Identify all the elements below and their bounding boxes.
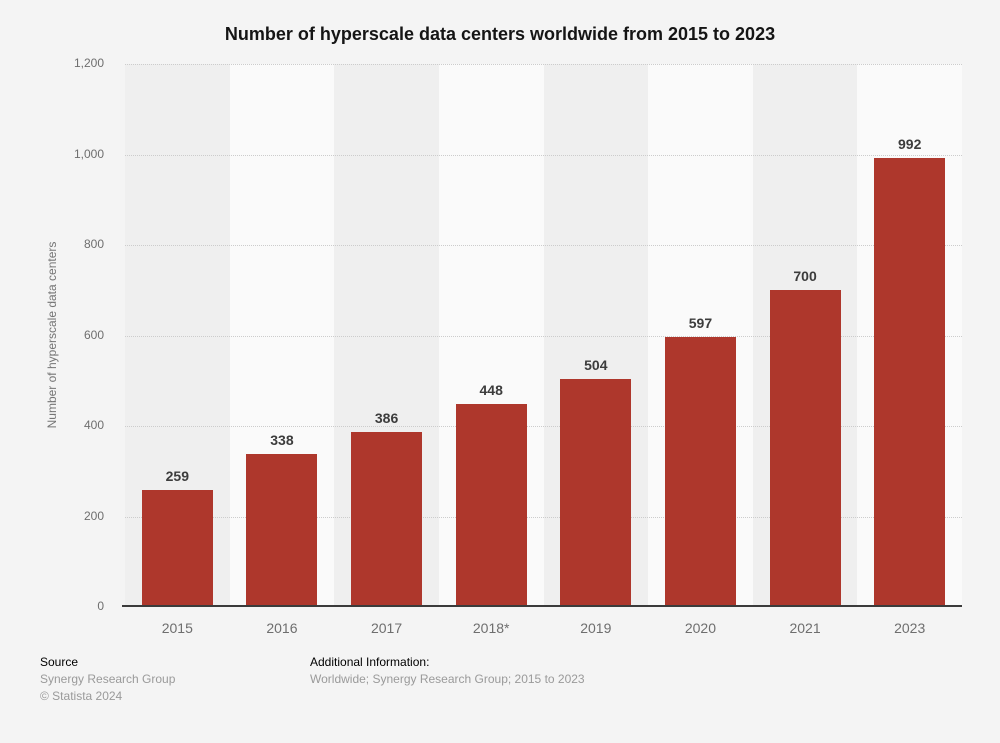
bar-value-label-2021: 700 [793,268,817,285]
y-tick-label-1000: 1,000 [73,146,104,161]
bar-2021 [769,290,841,607]
plot-area: 259 338 386 448 504 597 700 992 [125,64,962,607]
x-tick-label-2019: 2019 [580,620,612,636]
x-tick-label-2023: 2023 [894,620,926,636]
bar-value-label-2020: 597 [688,314,713,331]
bar-value-label-2023: 992 [898,136,922,153]
bar-2015 [141,489,213,607]
copyright-notice: © Statista 2024 [40,689,123,703]
additional-info-block: Additional Information: Worldwide; Syner… [310,654,585,688]
bar-2019 [560,378,632,607]
y-tick-label-800: 800 [83,237,104,251]
x-tick-label-2020: 2020 [684,620,717,636]
gridline-1200 [125,64,962,65]
gridline-400 [125,426,962,427]
bar-value-label-2016: 338 [270,432,294,449]
bar-value-label-2017: 386 [374,410,399,427]
gridline-1000 [125,154,962,156]
y-tick-label-1200: 1,200 [73,56,104,70]
y-tick-label-600: 600 [83,327,104,342]
gridline-600 [125,335,962,337]
chart-title: Number of hyperscale data centers worldw… [224,24,776,44]
gridline-800 [125,245,962,246]
y-tick-label-0: 0 [97,599,104,613]
source-name: Synergy Research Group [40,672,176,686]
bar-2017 [351,432,423,607]
additional-info-label: Additional Information: [310,655,430,669]
x-tick-label-2016: 2016 [266,620,298,636]
x-tick-label-2021: 2021 [789,620,821,636]
y-tick-label-400: 400 [83,418,104,432]
bar-value-label-2019: 504 [584,356,608,373]
bar-value-label-2018*: 448 [479,382,503,399]
x-tick-label-2017: 2017 [370,620,403,636]
x-tick-label-2018*: 2018* [472,620,510,636]
y-tick-label-200: 200 [83,508,104,523]
bar-2018* [455,404,527,607]
source-block: Source Synergy Research Group © Statista… [40,654,175,705]
bar-value-label-2015: 259 [165,467,189,484]
x-tick-label-2015: 2015 [161,620,193,636]
source-label: Source [40,655,79,669]
additional-info-text: Worldwide; Synergy Research Group; 2015 … [310,672,585,686]
gridline-200 [125,516,962,518]
bar-2020 [664,336,736,607]
bar-2023 [874,158,946,607]
bar-2016 [246,454,318,607]
y-axis-tick-labels: 0 200 400 600 800 1,000 1,200 [0,0,104,743]
x-axis-line [122,605,962,607]
